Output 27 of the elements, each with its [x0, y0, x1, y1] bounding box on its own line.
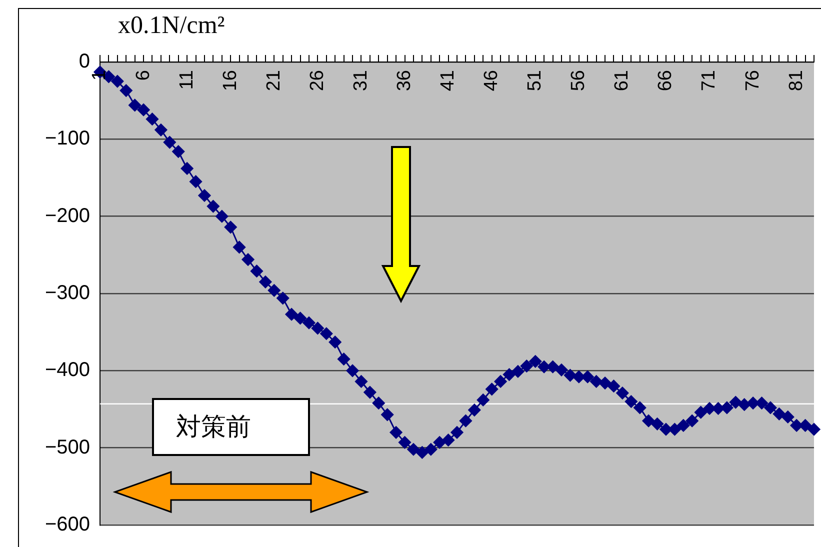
x-tick-label: 31	[350, 70, 372, 92]
x-tick-label: 6	[132, 70, 154, 81]
y-tick-label: −500	[44, 436, 90, 458]
x-tick-label: 36	[394, 70, 415, 92]
text-box: 対策前	[152, 398, 310, 456]
x-tick-label: 21	[263, 70, 284, 92]
x-tick-label: 76	[742, 70, 764, 92]
annotation: 対策前	[176, 412, 251, 441]
x-tick-label: 26	[306, 70, 328, 92]
x-tick-label: 71	[698, 70, 720, 92]
x-tick-label: 16	[220, 70, 241, 92]
y-tick-label: −200	[44, 204, 90, 227]
x-tick-label: 66	[655, 70, 676, 92]
x-tick-label: 46	[481, 70, 502, 92]
y-tick-label: 0	[78, 50, 90, 73]
y-tick-label: −400	[44, 359, 90, 382]
x-tick-label: 61	[612, 70, 633, 92]
x-tick-label: 81	[786, 70, 807, 92]
y-axis-title: x0.1N/cm²	[118, 12, 225, 39]
y-tick-label: −100	[44, 128, 90, 150]
y-tick-label: −600	[44, 514, 90, 536]
x-tick-label: 56	[568, 70, 590, 92]
y-tick-label: −300	[44, 282, 90, 304]
x-tick-label: 1	[89, 70, 110, 81]
x-tick-label: 41	[438, 70, 459, 92]
x-tick-label: 11	[176, 70, 198, 90]
x-tick-label: 51	[524, 70, 546, 92]
